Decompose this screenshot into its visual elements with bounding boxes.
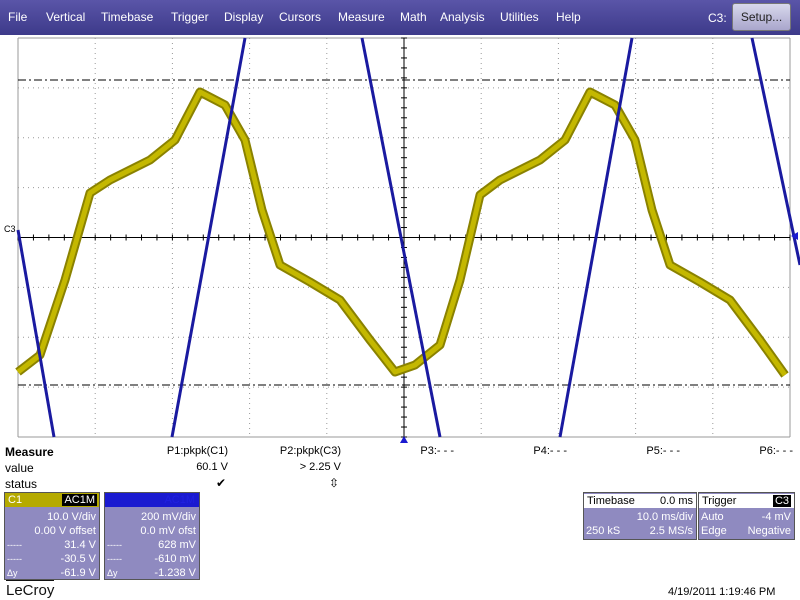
cursor-value: -1.238 V [154,567,196,579]
channel-row: ----- -610 mV [107,552,196,566]
trigger-type: Edge [701,525,727,537]
cursor-symbol: ----- [107,540,122,550]
channel-scale: 200 mV/div [140,511,196,523]
channel-label: C3 [108,494,123,506]
cursor-value: 628 mV [158,539,196,551]
c3-segment [170,37,247,438]
channel-box[interactable]: C3 AC1M 200 mV/div 0.0 mV ofst ----- 628 mV --… [104,492,200,580]
channel-label: C1 [8,494,23,506]
channel-row: ----- 31.4 V [7,538,96,552]
timebase-scale: 10.0 ms/div [636,511,693,523]
trigger-marker [400,436,408,443]
channel-label: C3: [708,11,727,25]
timebase-delay: 0.0 ms [659,495,693,507]
channel-row: 0.00 V offset [7,524,96,538]
measure-row-label: value [5,461,34,475]
measure-param: P4:- - - [533,445,567,457]
channel-row: ----- 628 mV [107,538,196,552]
menu-item[interactable]: Utilities [500,10,539,24]
trigger-level: -4 mV [761,511,791,523]
cursor-symbol: Δy [107,568,118,578]
channel-row: ----- -30.5 V [7,552,96,566]
c3-segment [360,37,442,438]
channel-coupling: AC1M [162,494,197,506]
channel-header: C1 AC1M [5,493,99,507]
menu-item[interactable]: Trigger [171,10,209,24]
cursor-value: -610 mV [154,553,196,565]
timebase-samples: 250 kS [586,525,621,537]
menu-item[interactable]: Display [224,10,264,24]
cursor-value: -30.5 V [60,553,96,565]
menu-item[interactable]: Cursors [279,10,322,24]
measure-status: ✔ [215,476,226,490]
channel-row: 10.0 V/div [7,510,96,524]
cursor-value: 31.4 V [64,539,96,551]
measure-title: Measure [5,445,54,459]
timebase-rate: 2.5 MS/s [649,525,693,537]
measure-param: P3:- - - [420,445,454,457]
channel-row: 200 mV/div [107,510,196,524]
setup-button[interactable]: Setup... [732,3,791,31]
cursor-symbol: ----- [7,554,22,564]
cursor-symbol: ----- [107,554,122,564]
level-marker [791,232,798,240]
timebase-box[interactable]: Timebase 0.0 ms 10.0 ms/div 250 kS 2.5 MS/… [583,492,697,540]
trigger-slope: Negative [747,525,791,537]
menu-item[interactable]: Math [400,10,427,24]
c3-segment [16,229,56,438]
measure-status: ⇳ [328,476,339,490]
menu-item[interactable]: Analysis [440,10,485,24]
cursor-value: -61.9 V [60,567,96,579]
timestamp: 4/19/2011 1:19:46 PM [668,586,776,598]
brand-text: LeCroy [6,580,55,599]
measure-param: P6:- - - [759,445,793,457]
grid-display: C3 [4,37,800,443]
timebase-title: Timebase [587,495,635,507]
c3-segment [558,37,634,438]
cursor-symbol: Δy [7,568,18,578]
channel-offset: 0.0 mV ofst [140,525,196,537]
channel-row: Δy -61.9 V [7,566,96,580]
channel-offset: 0.00 V offset [34,525,96,537]
channel-header: C3 AC1M [105,493,199,507]
menu-item[interactable]: Measure [338,10,385,24]
menu-item[interactable]: File [8,10,28,24]
menu-item[interactable]: Help [556,10,581,24]
channel-scale: 10.0 V/div [47,511,96,523]
channel-coupling: AC1M [62,494,97,506]
measure-param: P1:pkpk(C1) [166,445,228,457]
measure-param: P5:- - - [646,445,680,457]
menu-item[interactable]: Vertical [46,10,86,24]
trigger-title: Trigger [702,495,737,507]
menu-bar: File Vertical Timebase Trigger Display Cursor… [0,0,800,35]
trigger-mode: Auto [701,511,724,523]
channel-row: Δy -1.238 V [107,566,196,580]
trigger-source: C3 [772,495,791,507]
c1-trace-core [16,89,788,377]
measure-row-label: status [5,477,38,491]
c3-segment [750,37,800,266]
measure-value: > 2.25 V [299,461,341,473]
channel-marker: C3 [4,224,16,234]
channel-box[interactable]: C1 AC1M 10.0 V/div 0.00 V offset ----- 31.4 V… [4,492,100,580]
graticule [17,37,791,438]
trigger-box[interactable]: Trigger C3 Auto -4 mV Edge Negative [698,492,795,540]
brand-logo: LeCroy [6,580,55,599]
cursor-symbol: ----- [7,540,22,550]
menu-item[interactable]: Timebase [101,10,154,24]
channel-row: 0.0 mV ofst [107,524,196,538]
c3-trace [16,37,800,438]
measure-value: 60.1 V [196,461,228,473]
measure-param: P2:pkpk(C3) [279,445,341,457]
